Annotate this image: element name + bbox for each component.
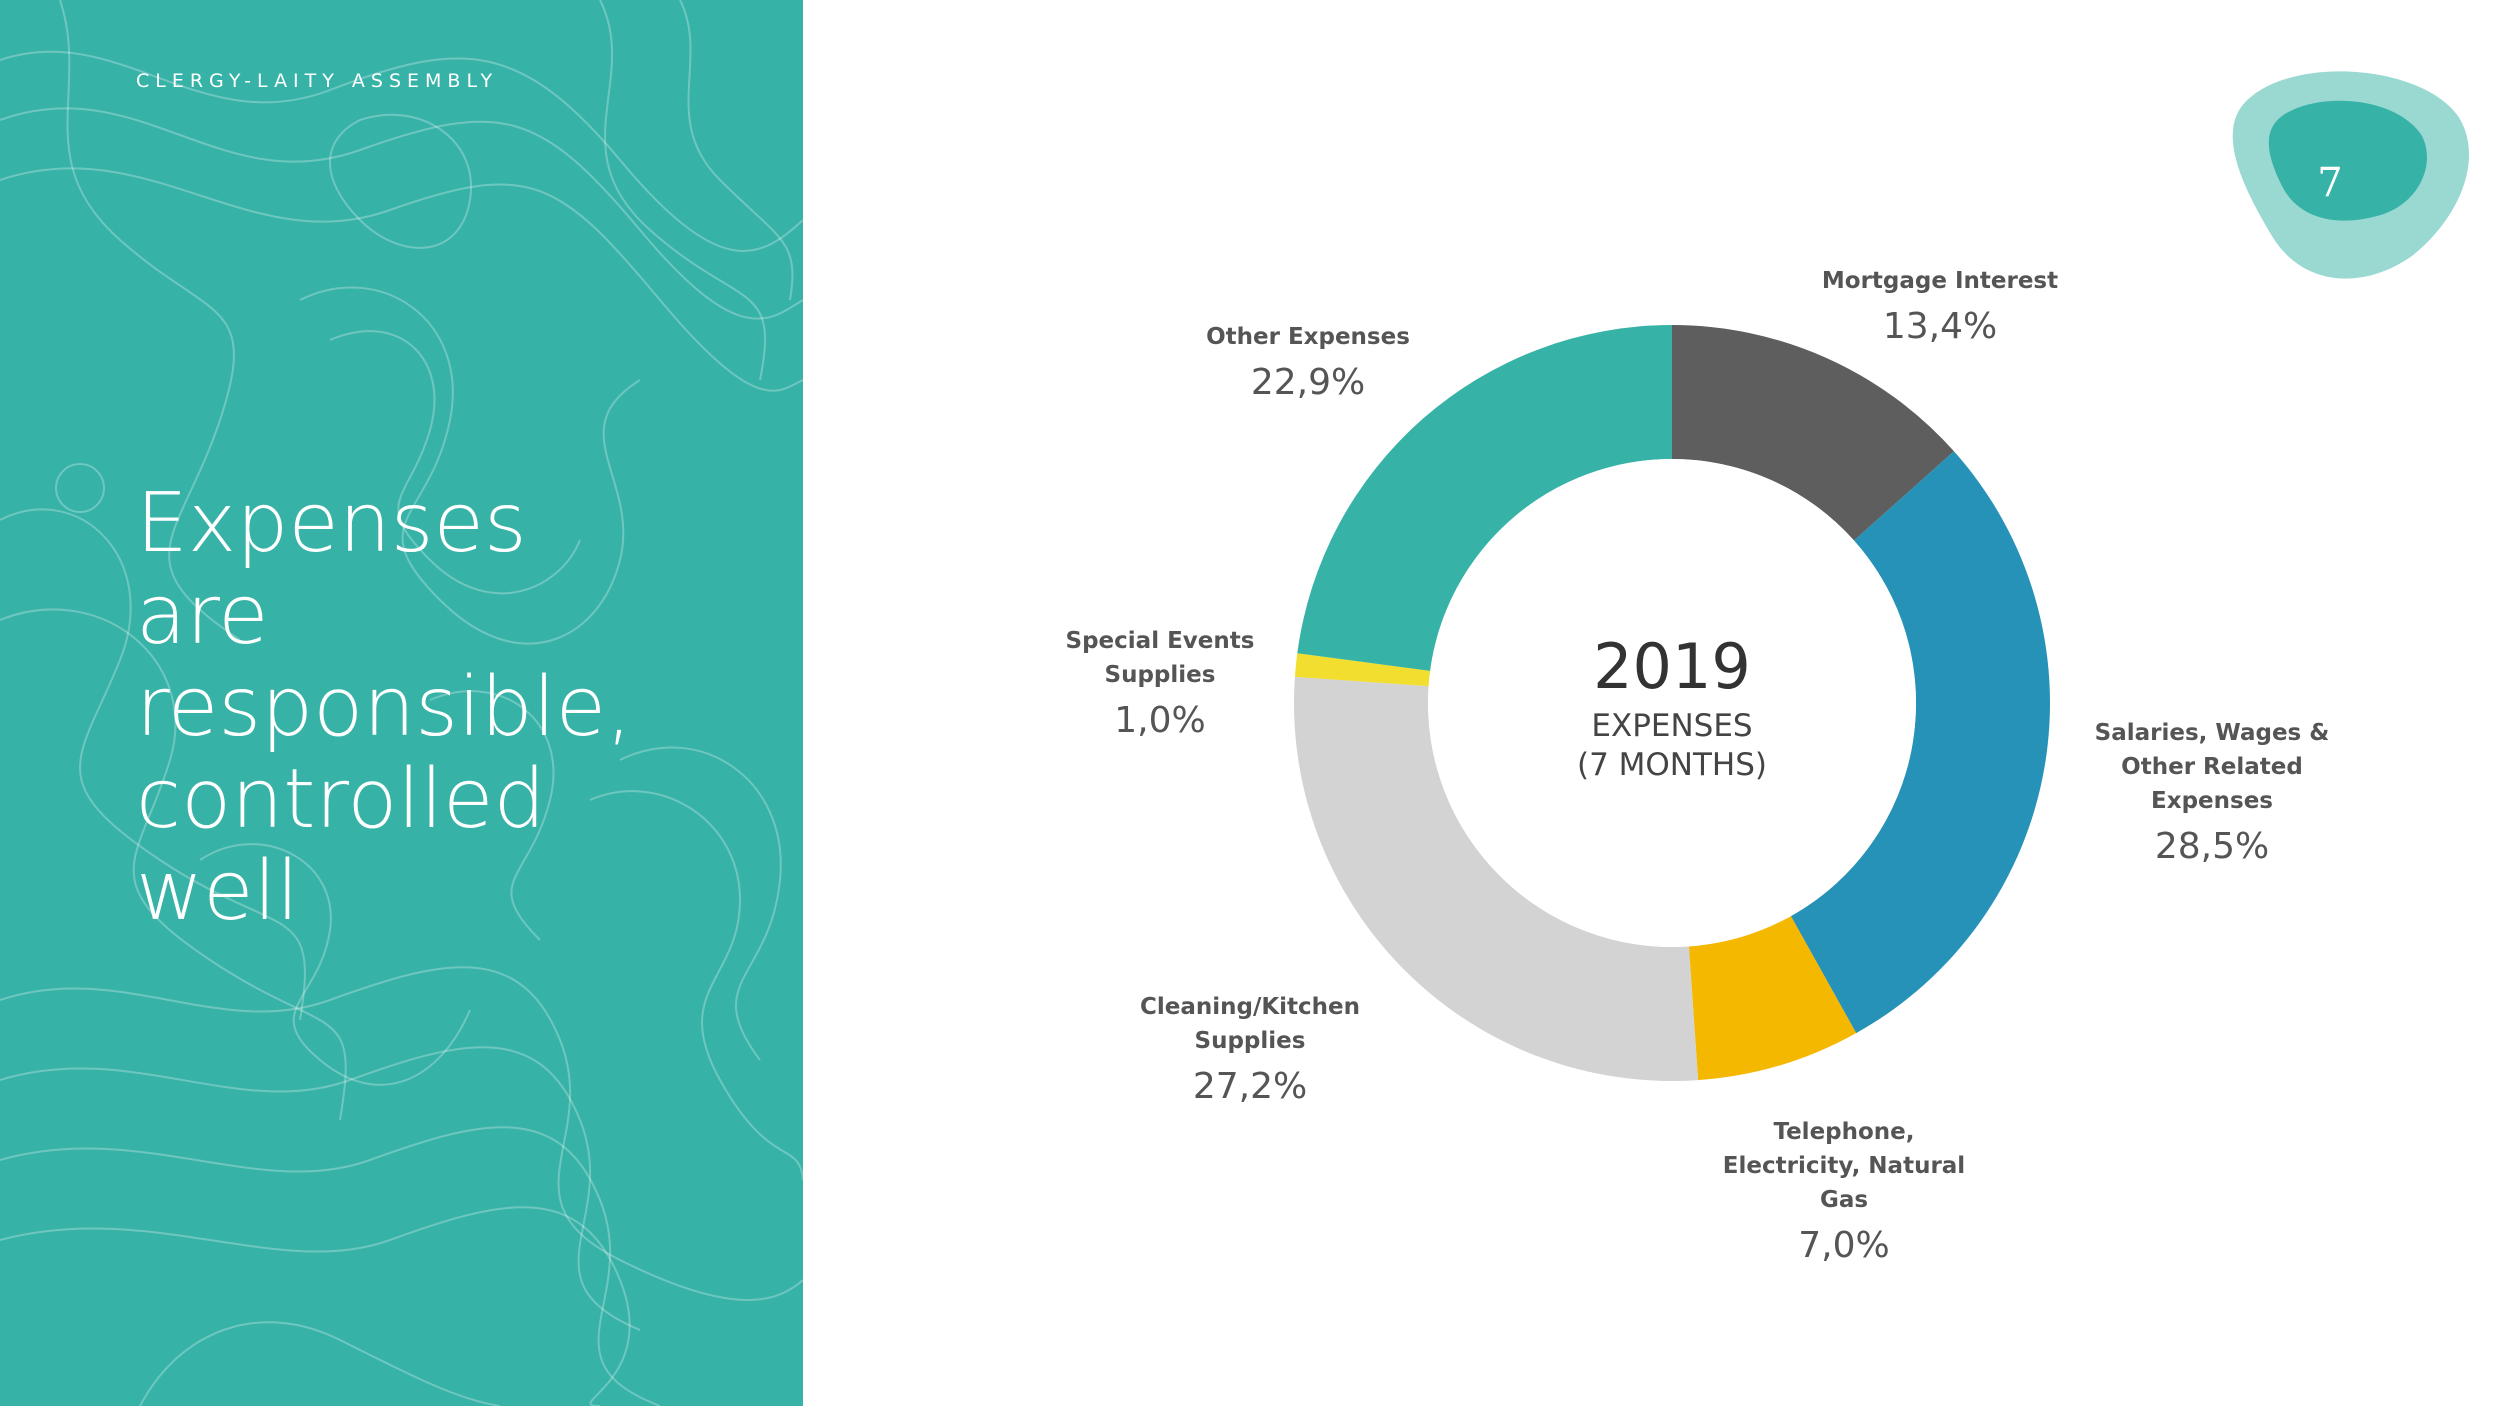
left-panel: CLERGY-LAITY ASSEMBLY Expenses are respo…: [0, 0, 803, 1406]
organization-title: CLERGY-LAITY ASSEMBLY: [136, 70, 499, 92]
center-subtitle-line: (7 MONTHS): [1577, 747, 1767, 783]
page-number: 7: [2317, 160, 2343, 206]
donut-slice: [1294, 653, 1431, 687]
donut-slice: [1297, 324, 1672, 671]
slice-label-value: 27,2%: [1193, 1066, 1307, 1107]
page-number-badge: [2232, 71, 2469, 279]
center-subtitle-line: EXPENSES: [1591, 708, 1752, 744]
slice-label-value: 1,0%: [1114, 700, 1205, 741]
slice-label-value: 7,0%: [1798, 1225, 1889, 1266]
donut-slices: [1294, 324, 2050, 1082]
slice-label-name: Cleaning/Kitchen: [1140, 994, 1360, 1020]
title-line: controlled: [136, 752, 546, 847]
center-title: 2019: [1593, 630, 1751, 703]
slice-label-name: Electricity, Natural: [1723, 1153, 1965, 1179]
topographic-pattern: [0, 0, 803, 1406]
slice-label-name: Other Expenses: [1206, 324, 1410, 350]
donut-slice: [1294, 676, 1699, 1082]
slice-label-name: Gas: [1820, 1187, 1868, 1213]
slice-label-name: Special Events: [1066, 628, 1255, 654]
slice-label-name: Other Related: [2121, 754, 2303, 780]
badge-inner-blob: [2268, 100, 2427, 221]
donut-hole: [1428, 459, 1916, 947]
slice-label-value: 22,9%: [1251, 362, 1365, 403]
slice-label-name: Mortgage Interest: [1822, 268, 2058, 294]
donut-slice: [1688, 916, 1857, 1081]
slice-label-name: Expenses: [2151, 788, 2273, 814]
slice-label-name: Supplies: [1105, 662, 1216, 688]
title-line: Expenses: [136, 476, 527, 571]
slice-label-name: Telephone,: [1773, 1119, 1914, 1145]
slice-label-value: 13,4%: [1883, 306, 1997, 347]
slice-labels: Mortgage Interest 13,4% Salaries, Wages & O…: [1066, 268, 2330, 1266]
slice-label-name: Salaries, Wages &: [2095, 720, 2330, 746]
title-line: well: [136, 844, 300, 939]
title-line: are: [136, 568, 269, 663]
donut-slice: [1672, 325, 1954, 541]
donut-slice: [1790, 451, 2050, 1034]
slice-label-name: Supplies: [1195, 1028, 1306, 1054]
page-title: Expenses are responsible, controlled wel…: [136, 478, 776, 938]
title-line: responsible,: [136, 660, 633, 755]
slice-label-value: 28,5%: [2155, 826, 2269, 867]
